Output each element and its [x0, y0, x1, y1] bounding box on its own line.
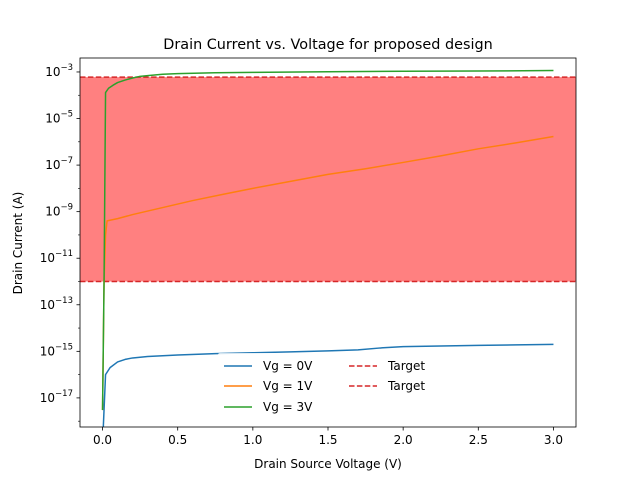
legend-label-vg0: Vg = 0V — [263, 359, 313, 373]
x-tick-label: 0.5 — [168, 433, 187, 447]
x-tick-label: 0.0 — [93, 433, 112, 447]
x-axis-label: Drain Source Voltage (V) — [254, 457, 402, 471]
legend-label-vg1: Vg = 1V — [263, 379, 313, 393]
y-tick-label: 10−11 — [40, 249, 73, 265]
legend-box — [218, 353, 440, 419]
legend-label-target-upper: Target — [387, 359, 425, 373]
plot-area — [80, 69, 576, 427]
y-tick-label: 10−15 — [40, 342, 73, 358]
y-tick-label: 10−17 — [40, 389, 73, 405]
y-tick-label: 10−13 — [40, 296, 73, 312]
series-line-vg1 — [101, 135, 554, 411]
y-tick-label: 10−5 — [45, 110, 73, 126]
x-tick-label: 1.5 — [318, 433, 337, 447]
series-line-vg3 — [101, 69, 554, 411]
target-band — [80, 77, 576, 282]
y-tick-label: 10−9 — [45, 203, 73, 219]
x-tick-label: 2.5 — [469, 433, 488, 447]
chart-title: Drain Current vs. Voltage for proposed d… — [163, 37, 493, 53]
y-tick-label: 10−3 — [45, 63, 73, 79]
series-line-vg0 — [102, 343, 554, 427]
x-tick-label: 2.0 — [394, 433, 413, 447]
x-axis-ticks: 0.0 0.5 1.0 1.5 2.0 2.5 3.0 — [93, 427, 563, 447]
y-axis-ticks: 10−17 10−15 10−13 10−11 10−9 10−7 10−5 10−3 — [40, 63, 80, 422]
legend: Vg = 0V Vg = 1V Vg = 3V Target Target — [218, 353, 440, 419]
legend-label-vg3: Vg = 3V — [263, 400, 313, 414]
y-tick-label: 10−7 — [45, 156, 73, 172]
x-tick-label: 1.0 — [243, 433, 262, 447]
x-tick-label: 3.0 — [544, 433, 563, 447]
legend-label-target-lower: Target — [387, 379, 425, 393]
y-axis-label: Drain Current (A) — [11, 192, 25, 295]
